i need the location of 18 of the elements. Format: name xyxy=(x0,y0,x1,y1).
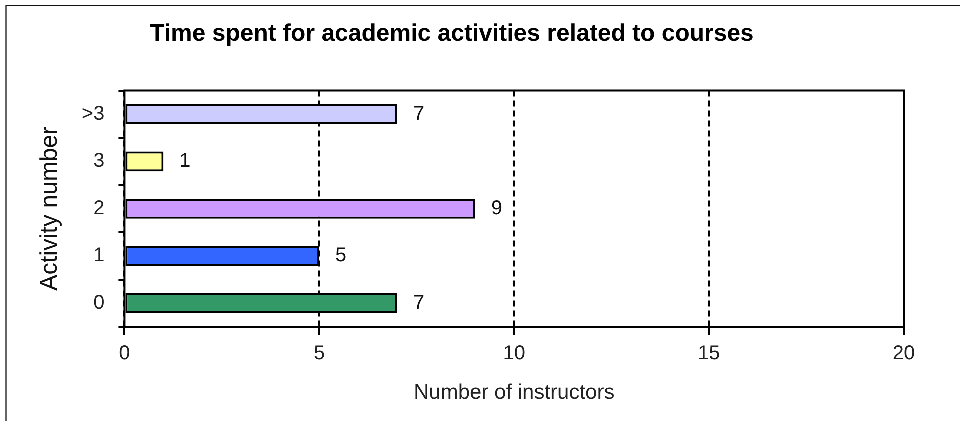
x-tick-label: 15 xyxy=(698,342,720,365)
chart-title: Time spent for academic activities related to courses xyxy=(150,20,754,48)
y-tick-label: 3 xyxy=(94,150,105,172)
x-tick-label: 5 xyxy=(314,342,326,365)
y-tick-label: 0 xyxy=(94,292,105,314)
y-axis-title: Activity number xyxy=(36,126,64,291)
y-tick-label: 1 xyxy=(94,244,105,267)
data-label: 5 xyxy=(336,244,347,267)
x-tick-label: 20 xyxy=(892,342,916,365)
x-tick-label: 10 xyxy=(503,342,526,365)
data-label: 7 xyxy=(413,292,425,314)
data-label: 7 xyxy=(413,102,425,125)
x-axis-title: Number of instructors xyxy=(414,381,615,404)
y-tick-label: >3 xyxy=(82,102,105,125)
data-label: 9 xyxy=(491,197,503,220)
data-label: 1 xyxy=(180,150,191,172)
y-tick-label: 2 xyxy=(94,197,105,220)
x-tick-label: 0 xyxy=(119,342,130,365)
